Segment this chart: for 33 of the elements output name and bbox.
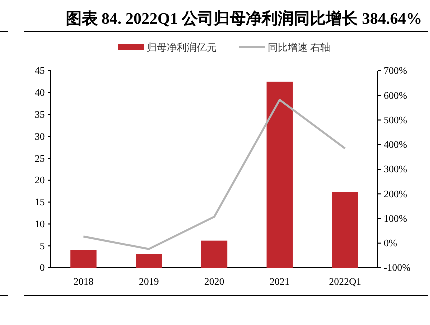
bar	[136, 254, 162, 268]
y2-tick-label: 200%	[384, 189, 408, 200]
y2-tick-label: 100%	[384, 214, 408, 225]
x-tick-label: 2018	[74, 277, 94, 288]
y2-tick-label: 700%	[384, 66, 408, 78]
y2-tick-label: 600%	[384, 90, 408, 102]
x-tick-label: 2019	[139, 277, 160, 288]
y-tick-label: 30	[35, 132, 45, 143]
y2-tick-label: 500%	[384, 115, 408, 126]
y-tick-label: 25	[35, 154, 45, 165]
y-tick-label: 45	[35, 66, 45, 78]
y2-tick-label: 300%	[384, 164, 408, 176]
y-tick-label: 15	[35, 198, 45, 209]
x-tick-label: 2020	[204, 277, 224, 288]
chart-title: 图表 84. 2022Q1 公司归母净利润同比增长 384.64%	[66, 10, 422, 28]
bar	[332, 192, 358, 268]
y-tick-label: 40	[35, 88, 45, 100]
y-tick-label: 20	[35, 176, 45, 187]
y-tick-label: 35	[35, 110, 45, 121]
y-tick-label: 0	[40, 263, 45, 274]
y2-tick-label: -100%	[384, 263, 411, 274]
x-tick-label: 2021	[270, 277, 290, 288]
y-tick-label: 10	[35, 219, 45, 230]
bar	[70, 250, 97, 268]
y-tick-label: 5	[40, 241, 45, 252]
y2-tick-label: 400%	[384, 140, 408, 152]
x-tick-label: 2022Q1	[329, 277, 362, 288]
line-series	[82, 99, 346, 250]
legend-label: 同比增速 右轴	[268, 42, 330, 54]
legend-label: 归母净利润亿元	[147, 42, 217, 54]
bar	[201, 240, 228, 268]
y2-tick-label: 0%	[384, 238, 398, 250]
bar	[266, 82, 293, 268]
